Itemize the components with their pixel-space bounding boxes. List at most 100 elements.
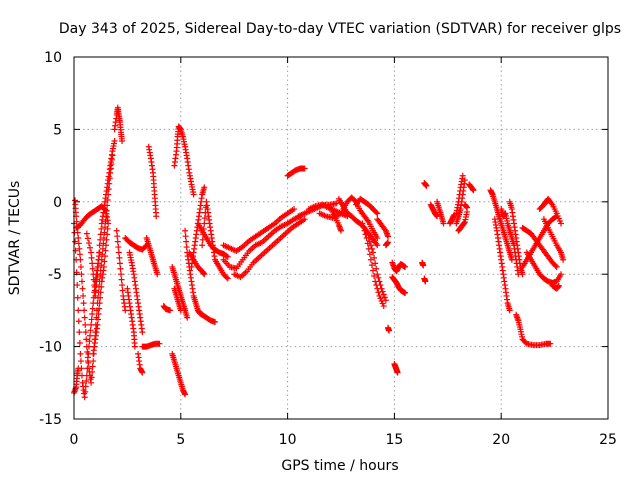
- data-point: [362, 231, 369, 238]
- data-point: [81, 307, 88, 314]
- data-point: [101, 253, 108, 260]
- data-point: [83, 377, 90, 384]
- data-point: [87, 327, 94, 334]
- data-point: [85, 240, 92, 247]
- data-point: [116, 260, 123, 267]
- data-point: [82, 321, 89, 328]
- data-point: [77, 263, 84, 270]
- data-point: [182, 227, 189, 234]
- data-point: [77, 350, 84, 357]
- series-track-32: [327, 204, 344, 234]
- data-point: [365, 235, 372, 241]
- data-point: [82, 329, 89, 336]
- data-point: [301, 216, 308, 223]
- data-point: [142, 243, 149, 250]
- data-point: [93, 282, 100, 289]
- data-point: [87, 244, 94, 251]
- series-track-42: [389, 274, 409, 297]
- data-point: [459, 172, 466, 179]
- series-track-27: [220, 206, 298, 255]
- data-point: [375, 289, 382, 296]
- data-point: [113, 227, 120, 234]
- series-track-05: [113, 227, 129, 314]
- data-point: [98, 283, 105, 290]
- data-point: [402, 290, 409, 297]
- data-point: [116, 254, 123, 261]
- data-point: [223, 274, 230, 281]
- series-track-02: [71, 365, 82, 396]
- data-point: [75, 307, 82, 314]
- grid: [74, 57, 608, 419]
- series-track-25: [220, 213, 304, 272]
- data-point: [97, 236, 104, 243]
- data-point: [102, 247, 109, 254]
- series-track-11: [139, 340, 163, 350]
- data-point: [81, 314, 88, 321]
- data-point: [88, 249, 95, 256]
- series-track-17: [171, 285, 184, 314]
- data-point: [182, 391, 189, 398]
- data-point: [377, 282, 384, 289]
- data-point: [201, 271, 208, 278]
- data-point: [92, 292, 99, 299]
- data-point: [79, 285, 86, 292]
- data-point: [183, 244, 190, 251]
- y-tick-label: 10: [44, 50, 62, 66]
- data-point: [200, 225, 207, 232]
- data-point: [80, 292, 87, 299]
- series-track-54: [461, 201, 471, 211]
- data-point: [370, 249, 377, 256]
- data-point: [89, 363, 96, 370]
- data-point: [89, 305, 96, 312]
- data-point: [89, 368, 96, 375]
- data-point: [105, 220, 112, 227]
- x-axis-ticks: 0 5 10 15 20 25: [70, 57, 617, 448]
- x-tick-label: 0: [70, 432, 79, 448]
- data-point: [378, 285, 385, 292]
- series-track-56: [491, 216, 513, 314]
- series-track-04: [83, 137, 118, 299]
- series-track-55: [487, 187, 515, 263]
- data-point: [376, 278, 383, 285]
- data-point: [75, 240, 82, 247]
- series-track-08: [122, 235, 150, 253]
- data-point: [360, 224, 367, 231]
- series-track-26: [231, 216, 308, 281]
- data-point: [83, 336, 90, 343]
- data-point: [76, 251, 83, 258]
- chart-title: Day 343 of 2025, Sidereal Day-to-day VTE…: [59, 21, 621, 37]
- data-point: [470, 187, 477, 194]
- data-point: [506, 307, 513, 314]
- data-point: [88, 316, 95, 323]
- series-track-53: [466, 181, 477, 194]
- y-axis-ticks: -15 -10 -5 0 5 10: [39, 50, 608, 428]
- data-point: [211, 318, 218, 325]
- data-point: [80, 300, 87, 307]
- series-track-51: [453, 177, 468, 227]
- data-point: [82, 383, 89, 390]
- series-track-49: [446, 211, 458, 227]
- data-point: [96, 300, 103, 307]
- series-track-06: [111, 104, 126, 144]
- y-tick-label: -5: [48, 267, 62, 283]
- data-point: [96, 305, 103, 312]
- data-point: [139, 329, 146, 336]
- data-point: [119, 137, 126, 144]
- data-point: [74, 294, 81, 301]
- series-track-21: [188, 184, 208, 270]
- data-point: [95, 311, 102, 318]
- series-track-44: [421, 179, 430, 189]
- data-point: [461, 177, 468, 184]
- data-point: [224, 253, 231, 260]
- series-track-52: [455, 208, 471, 234]
- data-point: [381, 294, 388, 301]
- data-point: [87, 332, 94, 339]
- data-point: [89, 311, 96, 318]
- data-point: [199, 242, 206, 249]
- data-point: [72, 238, 79, 245]
- data-point: [519, 271, 526, 278]
- series-track-09: [126, 249, 146, 336]
- series-track-64: [540, 216, 567, 263]
- data-point: [384, 239, 391, 246]
- y-tick-label: 5: [53, 122, 62, 138]
